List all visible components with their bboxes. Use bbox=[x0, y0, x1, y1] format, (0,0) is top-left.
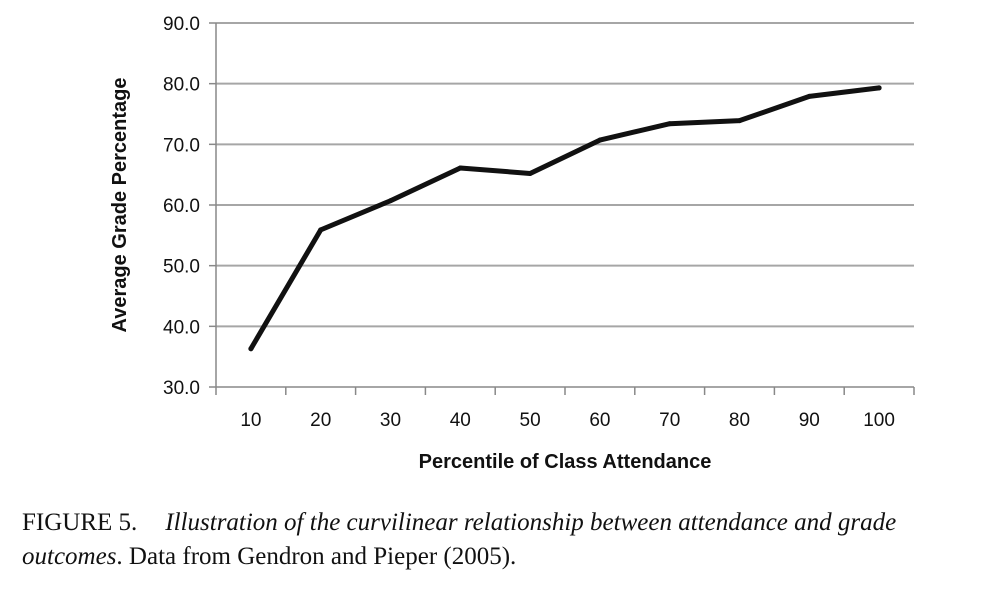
caption-source: . Data from Gendron and Pieper (2005). bbox=[116, 543, 517, 570]
data-point bbox=[667, 121, 673, 127]
data-point bbox=[737, 118, 742, 124]
x-tick-label: 60 bbox=[589, 410, 610, 431]
data-point bbox=[248, 346, 254, 352]
x-tick-labels: 10 20 30 40 50 60 70 80 90 100 bbox=[240, 410, 895, 431]
x-tick-label: 40 bbox=[450, 410, 471, 431]
x-tick-label: 20 bbox=[310, 410, 331, 431]
x-tick-label: 70 bbox=[659, 410, 680, 431]
x-tick-label: 90 bbox=[799, 410, 820, 431]
y-tick-label: 50.0 bbox=[163, 257, 200, 278]
y-tick-label: 90.0 bbox=[163, 14, 200, 35]
data-point bbox=[806, 93, 812, 99]
series-layer bbox=[248, 85, 882, 352]
data-point bbox=[318, 227, 324, 233]
y-tick-label: 70.0 bbox=[163, 135, 200, 156]
x-tick-label: 100 bbox=[863, 410, 895, 431]
y-axis-title: Average Grade Percentage bbox=[109, 78, 131, 333]
y-tick-label: 40.0 bbox=[163, 317, 200, 338]
x-tick-label: 30 bbox=[380, 410, 401, 431]
y-tick-label: 30.0 bbox=[163, 378, 200, 399]
data-point bbox=[527, 170, 533, 176]
x-tick-label: 10 bbox=[240, 410, 261, 431]
caption-title: Illustration of the curvilinear relation… bbox=[22, 509, 897, 570]
x-axis-title: Percentile of Class Attendance bbox=[419, 451, 712, 473]
series-line bbox=[248, 85, 882, 352]
y-tick-label: 60.0 bbox=[163, 196, 200, 217]
data-point bbox=[457, 165, 463, 171]
line-chart: 30.0 40.0 50.0 60.0 70.0 80.0 90.0 10 20 30 40 50 6… bbox=[109, 14, 915, 473]
data-point bbox=[388, 198, 393, 204]
y-tick-labels: 30.0 40.0 50.0 60.0 70.0 80.0 90.0 bbox=[163, 14, 200, 399]
x-tick-label: 50 bbox=[520, 410, 541, 431]
gridlines bbox=[216, 22, 914, 328]
figure-caption: FIGURE 5. Illustration of the curvilinear… bbox=[22, 506, 997, 574]
figure-label: FIGURE 5. bbox=[22, 509, 138, 536]
data-point bbox=[876, 85, 882, 91]
axes bbox=[209, 22, 915, 395]
data-point bbox=[597, 137, 603, 143]
y-tick-label: 80.0 bbox=[163, 75, 200, 96]
chart: 30.0 40.0 50.0 60.0 70.0 80.0 90.0 10 20 30 40 50 6… bbox=[109, 14, 915, 473]
x-tick-label: 80 bbox=[729, 410, 750, 431]
